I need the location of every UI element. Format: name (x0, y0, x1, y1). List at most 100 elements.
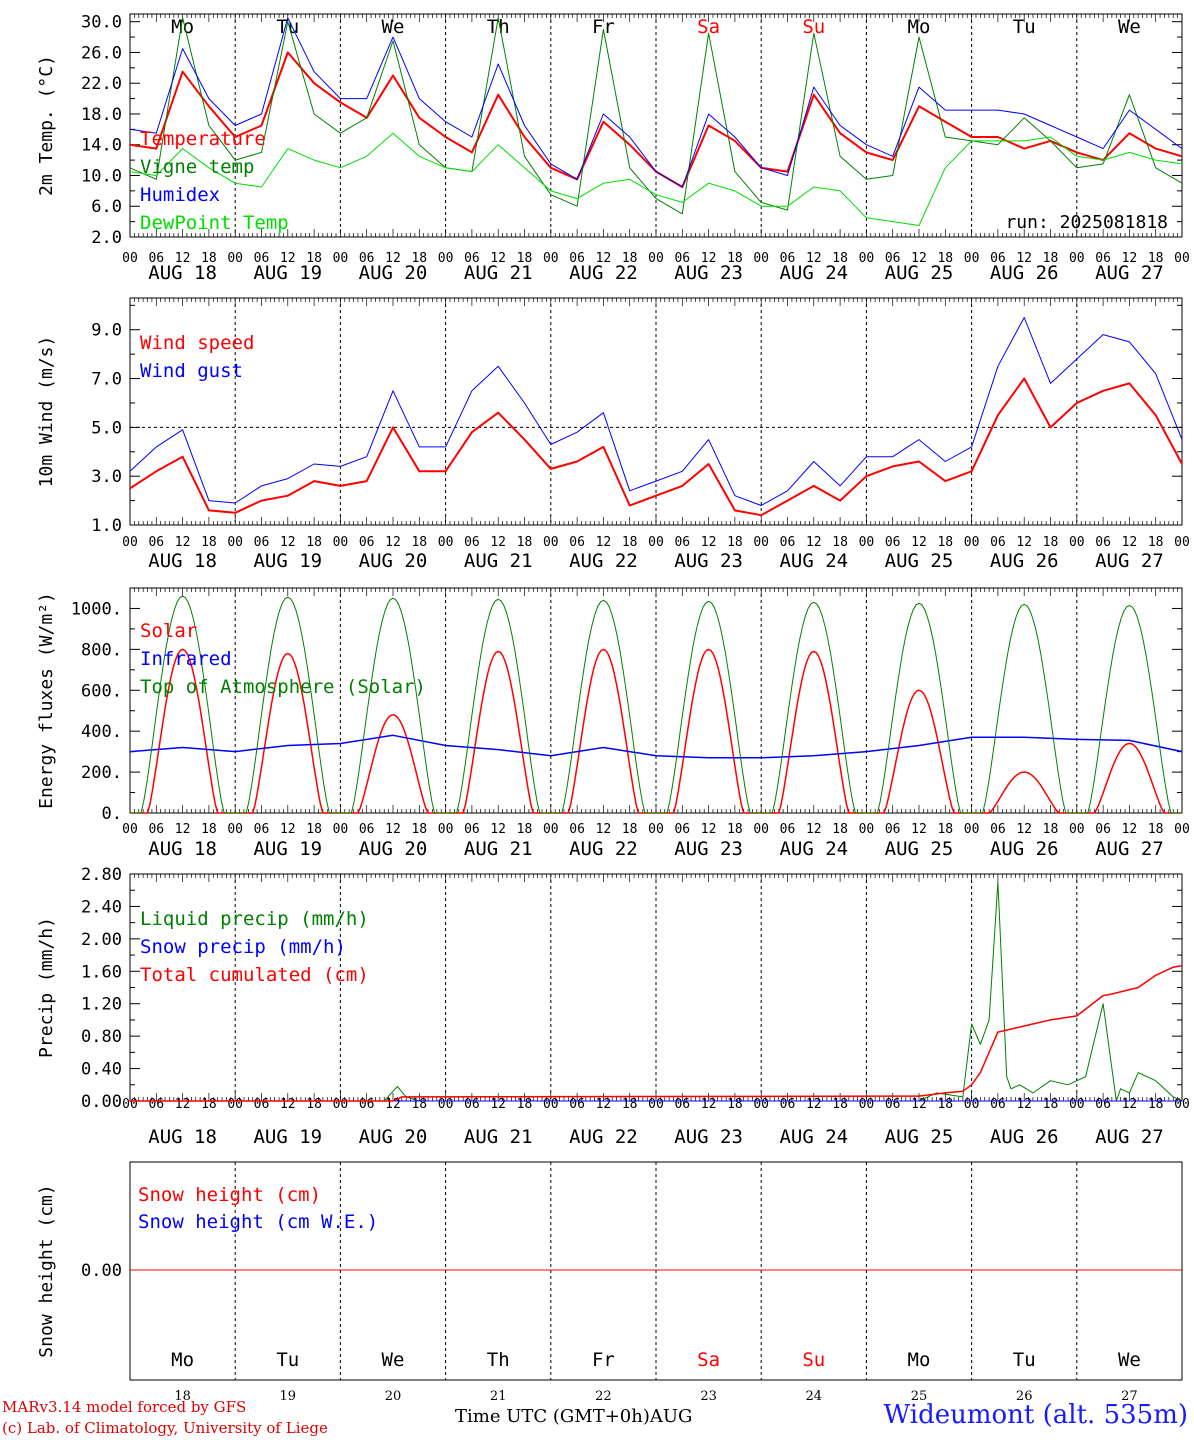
hour-tick-label: 18 (1043, 822, 1059, 837)
hour-tick-label: 18 (937, 251, 953, 266)
hour-tick-label: 12 (385, 535, 401, 550)
y-tick-label: 400. (81, 722, 122, 742)
date-label: AUG 26 (990, 1126, 1059, 1148)
station-name: Wideumont (alt. 535m) (883, 1400, 1188, 1430)
hour-tick-label: 12 (1122, 251, 1138, 266)
y-tick-label: 5.0 (91, 418, 122, 438)
hour-tick-label: 18 (622, 251, 638, 266)
legend-entry: Snow precip (mm/h) (140, 936, 346, 958)
y-tick-label: 600. (81, 681, 122, 701)
legend-entry: Wind gust (140, 360, 243, 382)
hour-tick-label: 00 (648, 822, 664, 837)
date-label: AUG 25 (885, 262, 954, 284)
hour-tick-label: 06 (990, 1097, 1006, 1112)
hour-tick-label: 06 (569, 822, 585, 837)
hour-tick-label: 18 (1148, 1097, 1164, 1112)
date-label: AUG 21 (464, 838, 533, 860)
date-label: AUG 21 (464, 262, 533, 284)
hour-tick-label: 06 (990, 822, 1006, 837)
hour-tick-label: 00 (753, 1097, 769, 1112)
hour-tick-label: 00 (1174, 822, 1190, 837)
day-number-label: 21 (490, 1389, 507, 1404)
date-label: AUG 27 (1095, 838, 1164, 860)
hour-tick-label: 06 (885, 1097, 901, 1112)
hour-tick-label: 00 (543, 1097, 559, 1112)
day-name-label: Tu (1013, 16, 1036, 38)
day-name-label: Th (487, 1349, 510, 1371)
date-label: AUG 25 (885, 838, 954, 860)
series-line (129, 734, 1183, 759)
hour-tick-label: 00 (438, 1097, 454, 1112)
day-name-label: Fr (592, 16, 615, 38)
hour-tick-label: 00 (753, 535, 769, 550)
hour-tick-label: 06 (569, 1097, 585, 1112)
day-name-label: Tu (276, 1349, 299, 1371)
hour-tick-label: 12 (701, 251, 717, 266)
hour-tick-label: 12 (596, 535, 612, 550)
panel-5 (129, 1161, 1183, 1381)
date-label: AUG 27 (1095, 1126, 1164, 1148)
hour-tick-label: 18 (1043, 535, 1059, 550)
hour-tick-label: 00 (859, 251, 875, 266)
hour-tick-label: 18 (622, 535, 638, 550)
day-number-label: 25 (911, 1389, 928, 1404)
hour-tick-label: 06 (254, 535, 270, 550)
hour-tick-label: 00 (964, 535, 980, 550)
date-label: AUG 22 (569, 1126, 638, 1148)
hour-tick-label: 12 (490, 535, 506, 550)
day-name-label: Su (802, 16, 825, 38)
panel-2: 00 06 12 18 00 06 12 18 00 06 12 18 00 06 12 18 00 06 12 18… (122, 297, 1190, 572)
hour-tick-label: 12 (280, 1097, 296, 1112)
hour-tick-label: 12 (175, 535, 191, 550)
y-tick-label: 30.0 (81, 13, 122, 33)
hour-tick-label: 18 (727, 822, 743, 837)
hour-tick-label: 18 (201, 251, 217, 266)
hour-tick-label: 00 (333, 535, 349, 550)
day-name-label: We (382, 16, 405, 38)
hour-tick-label: 18 (517, 251, 533, 266)
hour-tick-label: 12 (701, 822, 717, 837)
hour-tick-label: 12 (806, 822, 822, 837)
hour-tick-label: 00 (648, 251, 664, 266)
date-label: AUG 18 (148, 838, 217, 860)
y-tick-label: 9.0 (91, 321, 122, 341)
y-tick-label: 0.80 (81, 1027, 122, 1047)
hour-tick-label: 06 (674, 1097, 690, 1112)
hour-tick-label: 18 (306, 1097, 322, 1112)
hour-tick-label: 12 (175, 1097, 191, 1112)
hour-tick-label: 06 (359, 535, 375, 550)
hour-tick-label: 18 (937, 1097, 953, 1112)
date-label: AUG 19 (253, 550, 322, 572)
y-axis-label: Energy fluxes (W/m²) (36, 592, 57, 809)
y-tick-label: 1.60 (81, 962, 122, 982)
y-tick-label: 1000. (71, 599, 122, 619)
hour-tick-label: 12 (806, 1097, 822, 1112)
hour-tick-label: 06 (464, 535, 480, 550)
hour-tick-label: 06 (885, 535, 901, 550)
hour-tick-label: 18 (306, 535, 322, 550)
y-axis-label: 2m Temp. (°C) (36, 55, 57, 196)
hour-tick-label: 18 (832, 1097, 848, 1112)
date-label: AUG 18 (148, 550, 217, 572)
series-line (129, 377, 1183, 517)
series-line (129, 317, 1183, 506)
hour-tick-label: 18 (832, 535, 848, 550)
hour-tick-label: 18 (832, 251, 848, 266)
y-tick-label: 14.0 (81, 136, 122, 156)
hour-tick-label: 12 (596, 822, 612, 837)
hour-tick-label: 00 (1174, 535, 1190, 550)
hour-tick-label: 06 (464, 1097, 480, 1112)
day-number-label: 23 (700, 1389, 717, 1404)
date-label: AUG 20 (359, 262, 428, 284)
day-number-label: 18 (174, 1389, 191, 1404)
date-label: AUG 19 (253, 1126, 322, 1148)
day-number-label: 27 (1121, 1389, 1138, 1404)
plot-frame (129, 587, 1183, 814)
hour-tick-label: 18 (622, 822, 638, 837)
panel-3: 00 06 12 18 00 06 12 18 00 06 12 18 00 06 12 18 00 06 12 18… (122, 587, 1190, 860)
hour-tick-label: 00 (543, 822, 559, 837)
legend-entry: Temperature (140, 128, 266, 150)
hour-tick-label: 18 (937, 822, 953, 837)
y-axis-label: 10m Wind (m/s) (36, 336, 57, 488)
day-number-label: 19 (280, 1389, 297, 1404)
